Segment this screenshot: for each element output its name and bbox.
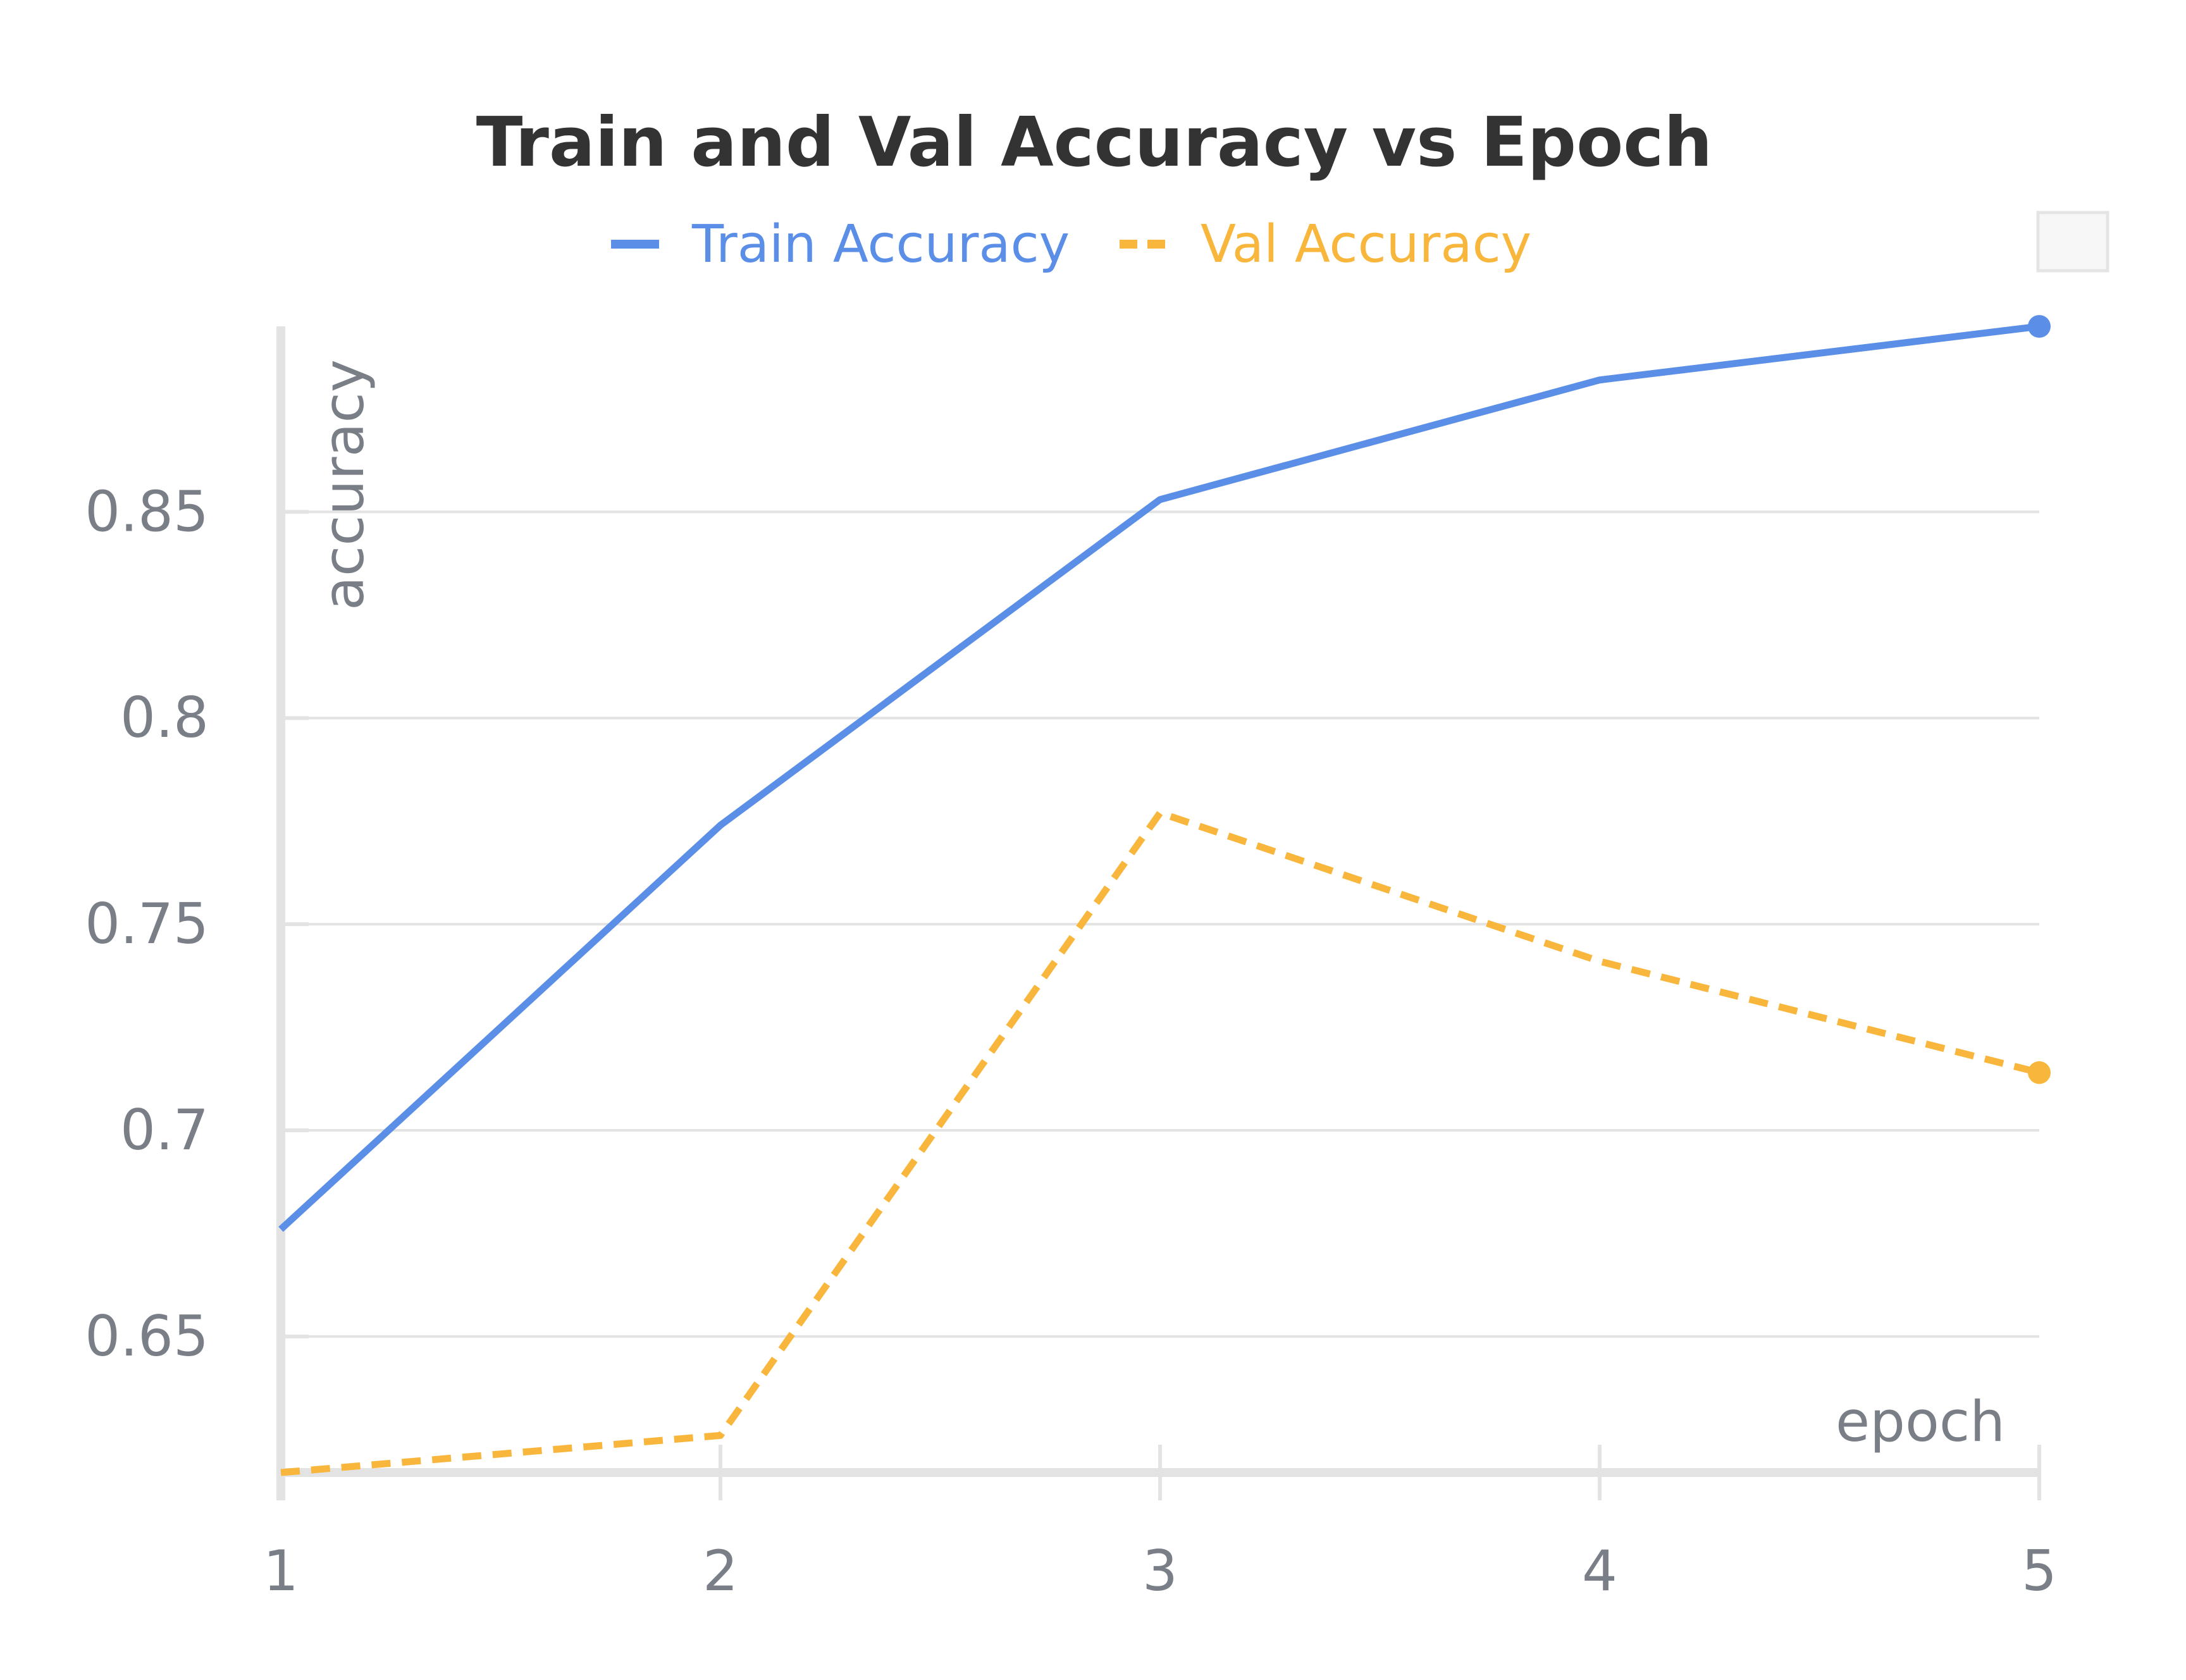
- x-tick-label: 3: [1142, 1538, 1178, 1603]
- series-line-train-accuracy: [278, 323, 2040, 1232]
- legend-item-train-accuracy: Train Accuracy: [611, 214, 1070, 275]
- legend-label: Val Accuracy: [1201, 214, 1531, 275]
- y-tick-label: 0.75: [85, 891, 209, 956]
- y-tick-label: 0.65: [85, 1304, 209, 1369]
- series-end-marker-train-accuracy: [2028, 315, 2051, 338]
- x-tick-label: 5: [2022, 1538, 2057, 1603]
- y-tick-label: 0.85: [85, 479, 209, 544]
- legend: Train Accuracy Val Accuracy: [611, 214, 1531, 275]
- y-tick-label: 0.7: [120, 1097, 209, 1163]
- x-tick-label: 4: [1582, 1538, 1617, 1603]
- chart-title: Train and Val Accuracy vs Epoch: [476, 103, 1712, 182]
- x-tick-label: 2: [703, 1538, 738, 1603]
- series-line-val-accuracy: [280, 809, 2041, 1476]
- legend-label: Train Accuracy: [691, 214, 1070, 275]
- series-end-marker-val-accuracy: [2028, 1061, 2051, 1084]
- x-tick-label: 1: [263, 1538, 299, 1603]
- legend-item-val-accuracy: Val Accuracy: [1120, 214, 1531, 275]
- y-tick-label: 0.8: [120, 685, 209, 750]
- tick-labels: 0.65 0.7 0.75 0.8 0.85 1 2 3 4 5: [85, 479, 2057, 1603]
- menu-button[interactable]: [2036, 211, 2109, 273]
- grid: [281, 510, 2039, 1338]
- y-axis-label: accuracy: [311, 359, 376, 610]
- series-layer: [278, 315, 2051, 1476]
- axes: [276, 326, 2041, 1500]
- x-axis-label: epoch: [1836, 1389, 2005, 1454]
